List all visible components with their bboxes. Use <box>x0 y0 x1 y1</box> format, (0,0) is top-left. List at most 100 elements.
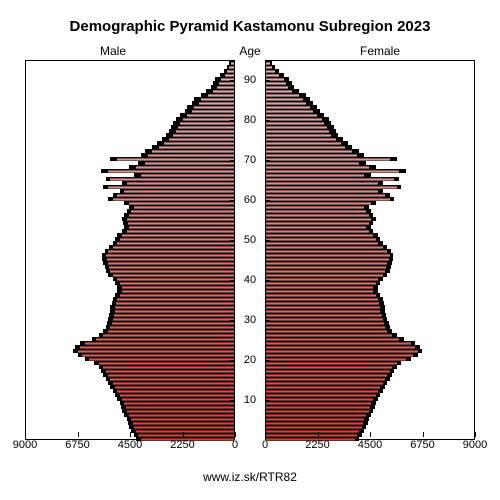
female-bar-inner <box>266 174 364 177</box>
female-bar-inner <box>266 98 303 101</box>
male-bar-inner <box>208 94 234 97</box>
male-bar-inner <box>116 302 234 305</box>
y-tick-label: 70 <box>236 154 264 166</box>
female-bar-inner <box>266 122 324 125</box>
female-bar-inner <box>266 234 373 237</box>
male-bar-inner <box>113 246 234 249</box>
male-bar-inner <box>136 430 234 433</box>
male-bar-inner <box>120 294 234 297</box>
male-bar-inner <box>129 214 234 217</box>
male-bar-inner <box>114 314 234 317</box>
female-bar-inner <box>266 430 359 433</box>
male-bar-inner <box>110 326 234 329</box>
male-bar-inner <box>129 202 234 205</box>
male-bar-inner <box>217 86 235 89</box>
male-bar-inner <box>107 258 234 261</box>
female-bar-inner <box>266 154 357 157</box>
male-bar-inner <box>136 166 234 169</box>
female-bar-inner <box>266 86 288 89</box>
female-bar-inner <box>266 222 369 225</box>
female-bar-inner <box>266 326 385 329</box>
male-bar-inner <box>225 74 234 77</box>
male-bar-inner <box>120 394 234 397</box>
male-bar-inner <box>178 126 234 129</box>
male-bar-inner <box>227 70 234 73</box>
male-bar-inner <box>117 278 234 281</box>
source-text: www.iz.sk/RTR82 <box>0 470 500 484</box>
female-bar-inner <box>266 398 373 401</box>
male-bar-inner <box>122 398 234 401</box>
female-bar-inner <box>266 206 364 209</box>
male-bar-inner <box>173 134 234 137</box>
male-bar-inner <box>131 210 234 213</box>
male-bar-inner <box>134 426 234 429</box>
female-bar-inner <box>266 70 275 73</box>
male-bar-inner <box>82 354 234 357</box>
female-bar-inner <box>266 74 279 77</box>
female-bar-inner <box>266 258 389 261</box>
female-bar-inner <box>266 202 371 205</box>
x-tick-label: 4500 <box>118 439 142 451</box>
female-bar-inner <box>266 94 299 97</box>
female-bar-inner <box>266 90 292 93</box>
female-bar-inner <box>266 370 390 373</box>
female-bar-inner <box>266 238 376 241</box>
female-bar-inner <box>266 126 327 129</box>
male-bar-inner <box>110 178 234 181</box>
y-tick-label: 80 <box>236 114 264 126</box>
male-bar-inner <box>129 226 234 229</box>
plot-area: 102030405060708090 <box>25 60 475 440</box>
female-bar-inner <box>266 306 380 309</box>
female-bar-inner <box>266 394 376 397</box>
female-bar-inner <box>266 298 378 301</box>
female-bar-inner <box>266 66 272 69</box>
female-bar-inner <box>266 334 392 337</box>
male-bar-inner <box>124 190 234 193</box>
male-bar-inner <box>213 90 234 93</box>
female-bar-inner <box>266 166 369 169</box>
male-bar-inner <box>99 362 234 365</box>
y-tick-label: 10 <box>236 394 264 406</box>
female-bar-inner <box>266 358 406 361</box>
age-label: Age <box>0 44 500 58</box>
male-bar-inner <box>113 382 234 385</box>
y-tick-label: 20 <box>236 354 264 366</box>
male-bar-inner <box>145 162 234 165</box>
male-bar-inner <box>117 194 234 197</box>
male-bar-inner <box>108 374 234 377</box>
female-bar-inner <box>266 362 397 365</box>
male-bar-inner <box>231 62 234 65</box>
y-tick-label: 40 <box>236 274 264 286</box>
x-tick-label: 0 <box>232 439 238 451</box>
female-bar-inner <box>266 242 378 245</box>
male-bar-inner <box>183 118 234 121</box>
female-bar-inner <box>266 114 317 117</box>
female-panel <box>265 60 475 440</box>
x-tick-label: 2250 <box>305 439 329 451</box>
female-bar-inner <box>266 302 379 305</box>
female-bar-inner <box>266 150 352 153</box>
male-bar-inner <box>148 154 234 157</box>
female-bar-inner <box>266 278 378 281</box>
female-bar-inner <box>266 414 366 417</box>
female-bar-inner <box>266 322 384 325</box>
y-tick-label: 60 <box>236 194 264 206</box>
female-bar-inner <box>266 266 386 269</box>
male-bar-inner <box>113 274 234 277</box>
female-bar-inner <box>266 162 359 165</box>
male-bar-inner <box>103 334 234 337</box>
female-bar-inner <box>266 246 383 249</box>
female-bar-inner <box>266 198 390 201</box>
male-bar-inner <box>180 122 234 125</box>
male-bar-inner <box>219 82 234 85</box>
female-bar-inner <box>266 390 378 393</box>
male-bar-inner <box>127 410 234 413</box>
x-tick-label: 0 <box>262 439 268 451</box>
female-bar-inner <box>266 318 383 321</box>
male-bar-inner <box>134 206 234 209</box>
female-bar-inner <box>266 62 270 65</box>
male-bar-inner <box>78 350 234 353</box>
female-bar-inner <box>266 402 371 405</box>
female-bar-inner <box>266 374 387 377</box>
male-bar-inner <box>164 142 234 145</box>
